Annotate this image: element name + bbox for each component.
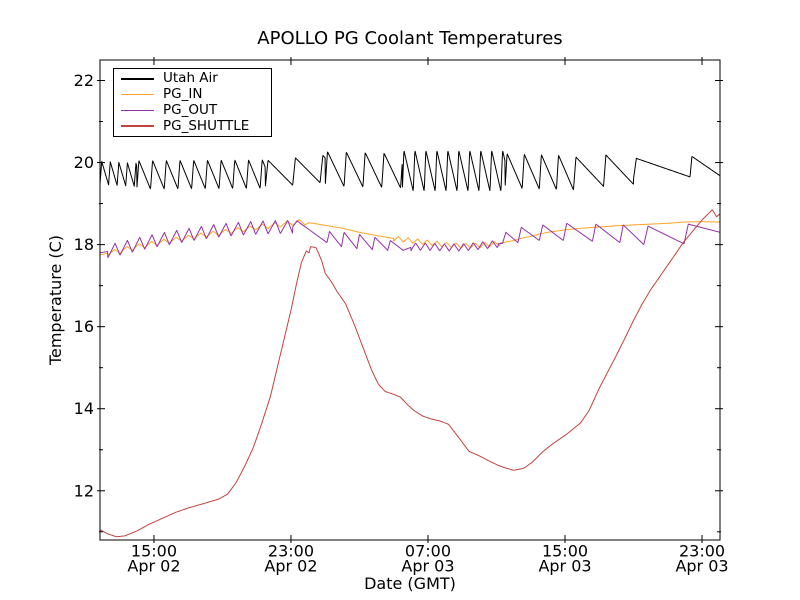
x-tick-label: Apr 02 [264,557,317,576]
legend-entry: Utah Air [114,71,271,86]
legend-entry: PG_IN [114,87,271,102]
x-tick-label: 23:00 [679,542,725,561]
legend-line-sample-pg-in [121,93,154,96]
series-line-pg-out [100,219,720,259]
x-tick-label: 07:00 [405,542,451,561]
series-line-utah-air [100,150,720,192]
legend-entry: PG_OUT [114,101,271,118]
y-tick-label: 14 [74,399,94,418]
legend-line-sample-pg-out [121,109,154,112]
x-tick-label: Apr 03 [538,557,591,576]
legend-label: PG_SHUTTLE [163,117,250,134]
x-tick-label: 15:00 [542,542,588,561]
legend-label: PG_IN [163,86,203,103]
y-axis-label: Temperature (C) [46,234,65,366]
legend-entry: PG_SHUTTLE [114,117,271,134]
y-tick-label: 12 [74,481,94,500]
plot-border [99,59,721,541]
legend-label: PG_OUT [163,101,218,118]
y-tick-label: 20 [74,153,94,172]
x-tick-label: 23:00 [268,542,314,561]
y-tick-label: 16 [74,317,94,336]
x-tick-label: Apr 03 [675,557,728,576]
series-line-pg-shuttle [100,209,720,538]
chart-title: APOLLO PG Coolant Temperatures [257,28,563,49]
series-group [100,150,720,538]
series-line-pg-in [100,219,720,257]
y-tick-label: 18 [74,235,94,254]
legend: Utah Air PG_IN PG_OUT PG_SHUTTLE [113,68,272,137]
x-tick-label: Apr 03 [401,557,454,576]
legend-label: Utah Air [163,70,218,87]
legend-line-sample-pg-shuttle [121,125,154,127]
legend-line-sample-utah-air [121,78,154,80]
x-axis-label: Date (GMT) [364,574,456,593]
x-tick-label: Apr 02 [127,557,180,576]
y-tick-label: 22 [74,71,94,90]
x-tick-label: 15:00 [131,542,177,561]
